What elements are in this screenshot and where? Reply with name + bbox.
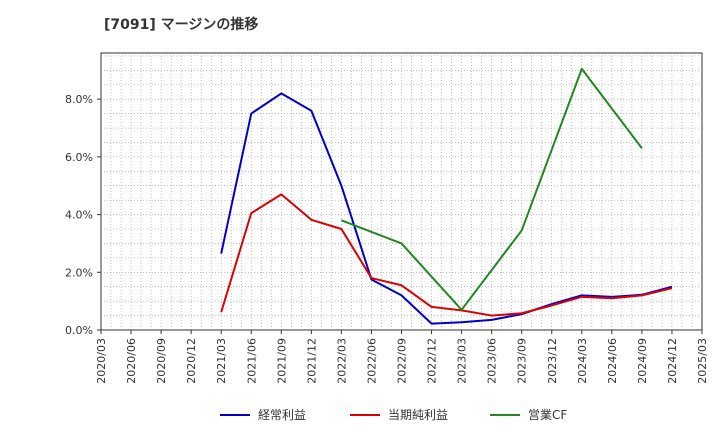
chart-title: [7091] マージンの推移 [104, 17, 259, 33]
x-tick-label: 2020/09 [155, 338, 168, 384]
x-tick-label: 2021/06 [245, 338, 258, 384]
x-tick-label: 2023/09 [516, 338, 529, 384]
legend-label-3: 営業CF [528, 408, 567, 422]
x-tick-label: 2021/03 [215, 338, 228, 384]
x-tick-label: 2022/06 [365, 338, 378, 384]
y-tick-label: 6.0% [65, 151, 93, 164]
x-tick-label: 2023/03 [456, 338, 469, 384]
series-line-2 [220, 193, 673, 317]
x-tick-label: 2024/09 [636, 338, 649, 384]
x-tick-label: 2021/09 [275, 338, 288, 384]
x-tick-label: 2023/12 [546, 338, 559, 384]
x-tick-label: 2020/03 [95, 338, 108, 384]
grid-layer [100, 52, 703, 331]
series-line-1 [220, 92, 673, 325]
x-tick-label: 2024/12 [666, 338, 679, 384]
x-tick-label: 2020/06 [125, 338, 138, 384]
y-tick-label: 2.0% [65, 266, 93, 279]
x-tick-label: 2025/03 [696, 338, 709, 384]
legend-label-1: 経常利益 [258, 408, 306, 422]
x-tick-label: 2021/12 [305, 338, 318, 384]
x-tick-label: 2022/12 [426, 338, 439, 384]
y-tick-label: 8.0% [65, 93, 93, 106]
legend-label-2: 当期純利益 [388, 408, 448, 422]
y-tick-label: 4.0% [65, 209, 93, 222]
x-tick-label: 2024/06 [606, 338, 619, 384]
axis-layer: 0.0% 2.0% 4.0% 6.0% 8.0% 2020/03 2020/06 2020/0… [65, 93, 709, 384]
series-layer [220, 67, 673, 325]
x-tick-label: 2023/06 [486, 338, 499, 384]
x-tick-label: 2022/09 [396, 338, 409, 384]
x-tick-label: 2024/03 [576, 338, 589, 384]
series-line-3 [341, 67, 643, 311]
y-tick-label: 0.0% [65, 324, 93, 337]
legend: 経常利益 当期純利益 営業CF [220, 408, 567, 422]
x-tick-label: 2020/12 [185, 338, 198, 384]
x-tick-label: 2022/03 [335, 338, 348, 384]
